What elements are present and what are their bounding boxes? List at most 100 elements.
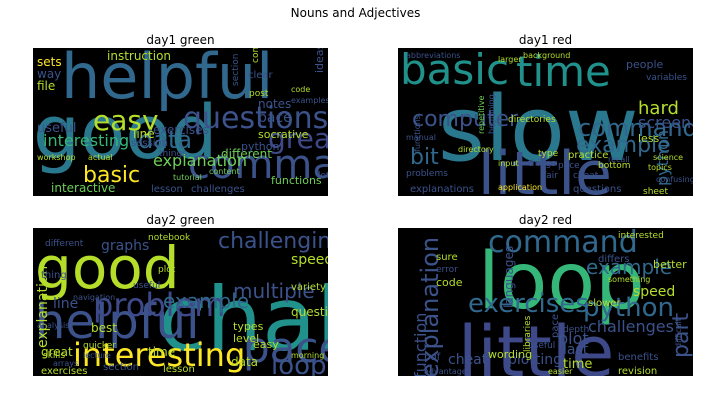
- word-file: file: [37, 79, 55, 93]
- word-pace: pace: [243, 323, 328, 372]
- word-ideas: ideas: [313, 48, 326, 73]
- word-explanation: explanation: [35, 266, 51, 348]
- word-functions: functions: [271, 174, 322, 187]
- word-tutorial: tutorial: [173, 173, 202, 182]
- word-python: python: [653, 130, 672, 186]
- word-loop: loop: [478, 237, 645, 327]
- word-something: something: [608, 275, 650, 284]
- word-slower: slower: [588, 298, 621, 309]
- word-basic: basic: [83, 163, 140, 188]
- word-line: line: [53, 296, 78, 312]
- word-computer: computer: [251, 48, 261, 63]
- word-depth: depth: [563, 325, 589, 335]
- word-examples: examples: [291, 96, 328, 105]
- word-things: things: [528, 159, 556, 169]
- word-session: session: [131, 138, 168, 149]
- word-python: python: [583, 293, 674, 323]
- word-good: good: [33, 90, 218, 176]
- word-morning: morning: [291, 351, 324, 360]
- word-time: time: [516, 48, 611, 96]
- word-variables: variables: [646, 73, 687, 83]
- word-different: different: [45, 239, 84, 249]
- word-best: best: [91, 321, 117, 335]
- word-useful: useful: [528, 341, 555, 351]
- word-problem: problem: [93, 286, 225, 324]
- panel-title: day2 green: [146, 213, 215, 227]
- word-recall: recall: [608, 155, 630, 164]
- word-practice: practice: [568, 150, 608, 161]
- word-science: science: [653, 153, 683, 162]
- word-sure: sure: [436, 252, 458, 263]
- word-hard: hard: [638, 98, 679, 119]
- word-cheat: cheat: [448, 352, 488, 368]
- word-exercises: exercises: [468, 289, 589, 319]
- word-way: way: [37, 67, 61, 81]
- word-analysis: analysis: [37, 321, 69, 330]
- word-navigation: navigation: [73, 293, 115, 302]
- word-loop: loop: [271, 351, 327, 376]
- word-things: things: [159, 149, 187, 159]
- panel-day2-red: day2 red loop little command exercises pytho…: [398, 212, 693, 376]
- word-better: better: [653, 258, 687, 271]
- word-libraries: libraries: [523, 315, 533, 352]
- word-interactive: interactive: [51, 181, 115, 195]
- figure-title: Nouns and Adjectives: [290, 6, 421, 20]
- word-type: type: [538, 149, 559, 159]
- word-instruction: instruction: [107, 49, 171, 63]
- word-great: great: [268, 122, 328, 155]
- word-application: application: [498, 183, 542, 192]
- word-interesting: interesting: [43, 131, 129, 150]
- word-variety: variety: [291, 282, 326, 293]
- word-interesting: interesting: [73, 336, 245, 374]
- panel-title: day2 red: [518, 213, 573, 227]
- word-problems: problems: [406, 169, 448, 179]
- word-wording: wording: [488, 348, 532, 361]
- word-functions: functions: [413, 115, 422, 152]
- word-lecture: lecture: [83, 351, 111, 360]
- word-easy: easy: [253, 338, 279, 351]
- word-useful: useful: [133, 281, 160, 291]
- word-code: code: [291, 85, 310, 94]
- word-questions: questions: [573, 184, 621, 195]
- word-repetitive: repetitive: [477, 96, 486, 134]
- word-languages: languages: [502, 246, 516, 308]
- panel-day2-green: day2 green goodchallengehelpfulinteresti…: [33, 212, 328, 376]
- word-background: background: [523, 51, 570, 60]
- word-abbreviations: abbreviations: [406, 51, 460, 60]
- word-input: input: [498, 159, 519, 168]
- wordcloud-day2-green: goodchallengehelpfulinterestingpace probl…: [33, 228, 328, 376]
- word-exercises: exercises: [41, 366, 87, 376]
- word-useful: useful: [37, 121, 76, 136]
- word-types: types: [233, 320, 264, 333]
- word-quicker: quicker: [83, 341, 116, 351]
- word-example: example: [163, 289, 249, 313]
- word-line: line: [133, 127, 155, 141]
- word-different: different: [221, 147, 272, 161]
- word-post: post: [249, 89, 269, 99]
- word-slow: slow: [438, 77, 639, 182]
- word-less: less: [638, 132, 660, 145]
- word-pace: pace: [258, 110, 292, 126]
- word-command: command: [188, 142, 328, 188]
- word-interested: interested: [618, 231, 664, 241]
- word-challenges: challenges: [588, 317, 674, 336]
- word-good: good: [35, 234, 180, 302]
- word-example: example: [576, 133, 671, 158]
- word-pace: pace: [550, 314, 561, 338]
- word-bottom: bottom: [598, 161, 631, 171]
- word-questions: questions: [183, 101, 328, 136]
- word-level: level: [233, 332, 259, 345]
- word-bit: bit: [410, 145, 439, 170]
- word-confusing: confusing: [656, 175, 693, 184]
- panel-title: day1 red: [518, 33, 573, 47]
- word-great: great: [41, 345, 73, 359]
- word-command: command: [488, 228, 638, 260]
- word-socrative: socrative: [258, 128, 309, 141]
- word-plotting: plotting: [508, 352, 562, 368]
- word-notebook: notebook: [148, 233, 191, 243]
- word-topics: topics: [648, 163, 672, 172]
- word-explanation: explanation: [416, 237, 444, 376]
- panel-day1-green: day1 green helpfulgoodcommand questions ea…: [33, 32, 328, 196]
- word-little: little: [478, 139, 612, 196]
